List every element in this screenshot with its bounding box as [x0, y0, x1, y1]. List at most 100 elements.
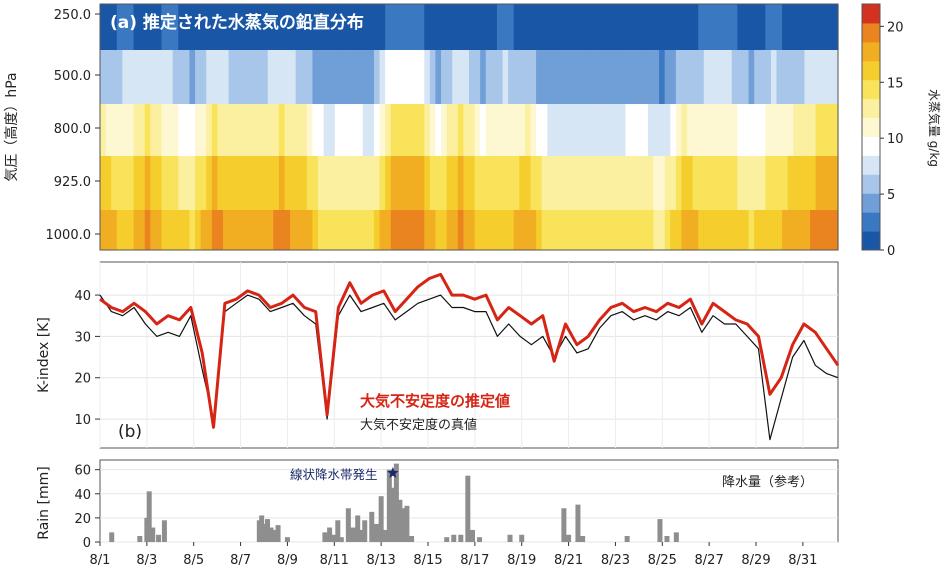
heatmap-cell — [144, 156, 151, 210]
rain-bar — [624, 535, 630, 542]
rain-bar — [358, 529, 364, 542]
heatmap-cell — [396, 156, 403, 210]
rain-bar — [355, 515, 361, 542]
colorbar-swatch — [862, 155, 880, 175]
heatmap-cell — [306, 4, 314, 50]
heatmap-cell — [731, 4, 738, 50]
heatmap-cell — [687, 210, 694, 250]
heatmap-cell — [278, 210, 286, 250]
colorbar-tick-label: 10 — [887, 132, 904, 147]
colorbar-swatch — [862, 117, 880, 137]
heatmap-cell — [474, 156, 481, 210]
heatmap-cell — [100, 104, 107, 156]
heatmap-cell — [541, 156, 548, 210]
x-tick-label: 8/7 — [230, 553, 251, 568]
panel-a-y-label: 気圧（高度）hPa — [3, 72, 20, 181]
heatmap-cell — [407, 156, 414, 210]
heatmap-cell — [564, 50, 571, 104]
panel-a: (a) 推定された水蒸気の鉛直分布 250.0 500.0 800.0 925.0 10… — [3, 3, 942, 259]
heatmap-cell — [748, 50, 755, 104]
heatmap-cell — [183, 210, 191, 250]
heatmap-cell — [480, 210, 487, 250]
heatmap-cell — [189, 156, 196, 210]
heatmap-cell — [100, 210, 107, 250]
rain-bar — [284, 537, 290, 542]
heatmap-cell — [418, 4, 425, 50]
heatmap-cell — [675, 50, 683, 104]
heatmap-cell — [200, 4, 207, 50]
heatmap-cell — [368, 104, 375, 156]
heatmap-cell — [614, 4, 621, 50]
heatmap-cell — [469, 104, 476, 156]
heatmap-cell — [396, 104, 403, 156]
heatmap-cell — [379, 104, 386, 156]
heatmap-cell — [250, 156, 258, 210]
heatmap-cell — [401, 50, 409, 104]
rain-bar — [146, 491, 152, 542]
rain-bar — [268, 527, 274, 542]
heatmap-cell — [239, 156, 246, 210]
heatmap-cell — [491, 156, 498, 210]
heatmap-cell — [390, 156, 397, 210]
heatmap-cell — [189, 4, 196, 50]
heatmap-cell — [329, 4, 336, 50]
heatmap-cell — [239, 50, 246, 104]
panel-c-y-label: Rain [mm] — [36, 466, 52, 539]
heatmap-cell — [469, 50, 476, 104]
heatmap-cell — [469, 156, 476, 210]
rain-bar — [327, 527, 333, 542]
heatmap-cell — [133, 210, 140, 250]
heatmap-cell — [826, 156, 834, 210]
heatmap-cell — [564, 156, 571, 210]
x-tick-label: 8/5 — [183, 553, 204, 568]
heatmap-cell — [681, 104, 688, 156]
heatmap-cell — [452, 4, 459, 50]
heatmap-cell — [715, 50, 722, 104]
heatmap-cell — [267, 156, 274, 210]
heatmap-cell — [558, 104, 565, 156]
heatmap-cell — [469, 210, 476, 250]
heatmap-cell — [524, 210, 532, 250]
heatmap-cell — [592, 4, 599, 50]
heatmap-cell — [765, 50, 772, 104]
heatmap-cell — [765, 104, 772, 156]
heatmap-cell — [552, 210, 560, 250]
heatmap-cell — [323, 210, 330, 250]
rain-bar — [335, 520, 341, 542]
heatmap-cell — [687, 4, 694, 50]
heatmap-cell — [446, 50, 453, 104]
heatmap-cell — [474, 104, 481, 156]
rain-bar — [161, 520, 167, 542]
heatmap-cell — [424, 210, 431, 250]
heatmap-cell — [636, 156, 643, 210]
colorbar-swatch — [862, 174, 880, 194]
heatmap-cell — [647, 104, 655, 156]
heatmap-cell — [586, 50, 593, 104]
heatmap-cell — [373, 50, 381, 104]
heatmap-cell — [401, 156, 409, 210]
heatmap-cell — [267, 50, 274, 104]
heatmap-cell — [759, 156, 766, 210]
heatmap-cell — [172, 104, 179, 156]
heatmap-cell — [793, 210, 800, 250]
heatmap-cell — [385, 4, 392, 50]
heatmap-cell — [530, 4, 537, 50]
heatmap-cell — [715, 4, 722, 50]
heatmap-cell — [536, 104, 543, 156]
x-tick-label: 8/1 — [90, 553, 111, 568]
heatmap-cell — [547, 210, 554, 250]
colorbar-swatch — [862, 79, 880, 100]
heatmap-cell — [530, 210, 537, 250]
panel-b-y-tick-label: 30 — [74, 330, 91, 345]
heatmap-cell — [692, 50, 699, 104]
heatmap-cell — [234, 104, 241, 156]
heatmap-cell — [513, 156, 520, 210]
heatmap-cell — [653, 50, 660, 104]
heatmap-cell — [575, 50, 582, 104]
heatmap-cell — [552, 156, 560, 210]
heatmap-cell — [608, 50, 615, 104]
heatmap-cell — [133, 50, 140, 104]
heatmap-cell — [301, 104, 308, 156]
heatmap-cell — [782, 4, 789, 50]
heatmap-cell — [810, 156, 817, 210]
